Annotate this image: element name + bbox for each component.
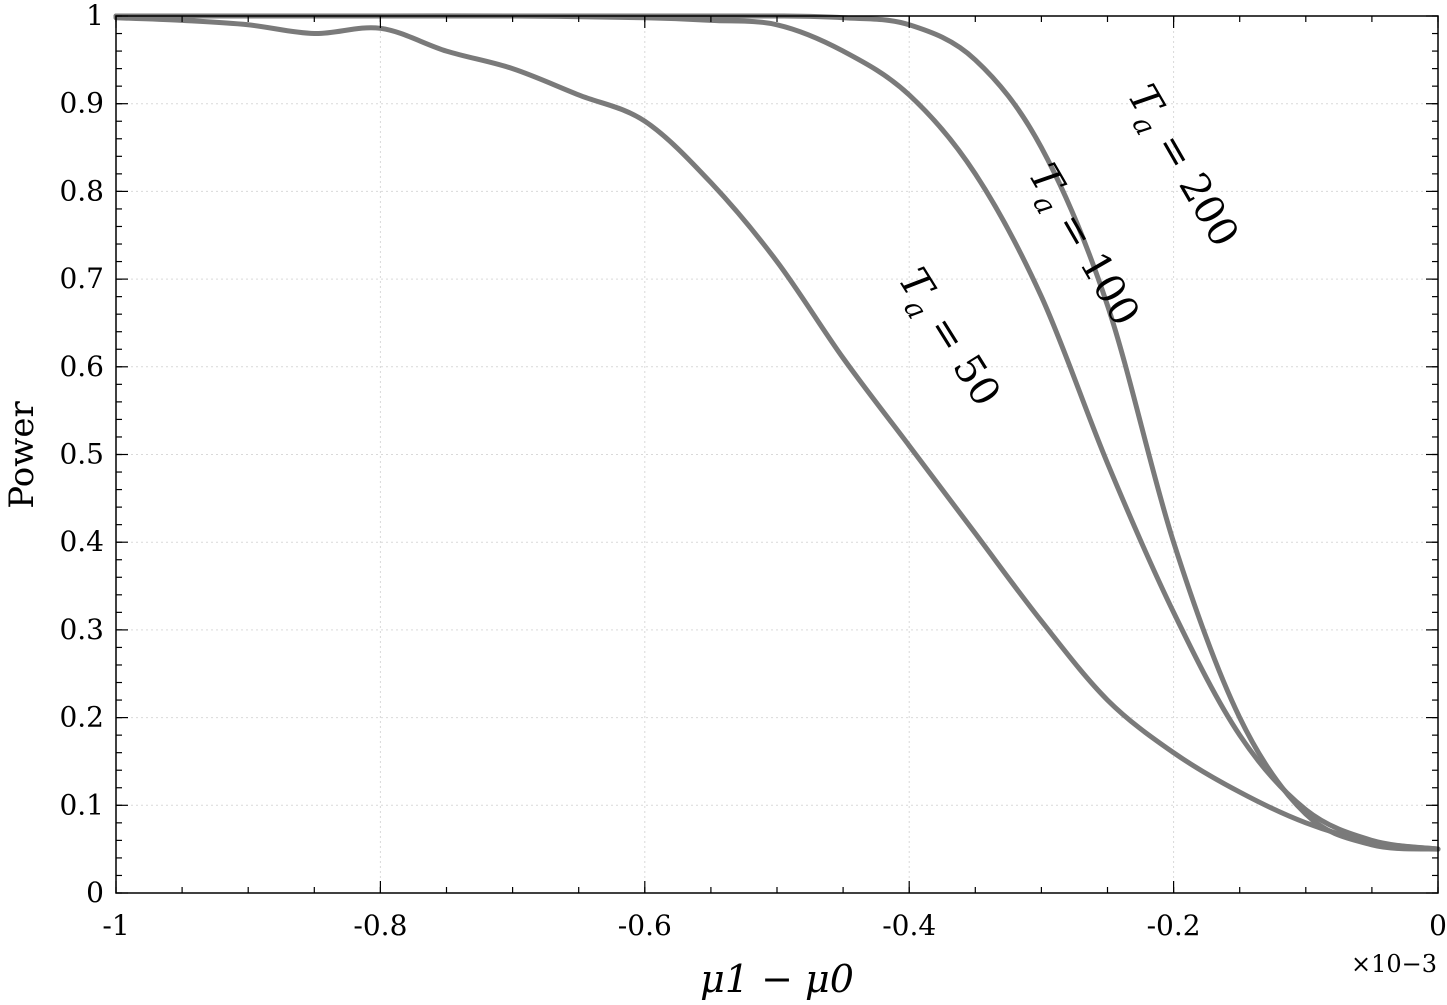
y-tick-label: 0.6 <box>59 350 104 383</box>
y-tick-label: 0.2 <box>59 701 104 734</box>
series-line-1 <box>113 13 1441 852</box>
x-tick-label: -0.8 <box>353 909 407 942</box>
curve-label-0: Ta = 50 <box>883 260 1009 418</box>
y-tick-label: 0.5 <box>59 438 104 471</box>
curve-label-1: Ta = 100 <box>1013 156 1148 337</box>
y-tick-label: 1 <box>86 0 104 32</box>
y-tick-label: 0.1 <box>59 788 104 821</box>
series-line-0 <box>113 15 1441 852</box>
series-line-2 <box>113 13 1441 852</box>
x-tick-label: -1 <box>102 909 129 942</box>
y-tick-label: 0.8 <box>59 174 104 207</box>
y-tick-label: 0.4 <box>59 525 104 558</box>
axis-ticks <box>115 15 1439 894</box>
series-lines <box>113 13 1441 852</box>
y-tick-labels: 0 0.1 0.2 0.3 0.4 0.5 0.6 0.7 0.8 0.9 1 <box>59 0 104 909</box>
y-tick-label: 0.3 <box>59 613 104 646</box>
x-tick-label: -0.2 <box>1147 909 1201 942</box>
x-tick-label: 0 <box>1429 909 1447 942</box>
y-tick-label: 0.7 <box>59 262 104 295</box>
x-axis-multiplier: ×10−3 <box>1351 950 1437 978</box>
y-tick-label: 0.9 <box>59 87 104 120</box>
x-tick-label: -0.6 <box>618 909 672 942</box>
x-tick-label: -0.4 <box>882 909 936 942</box>
grid <box>115 15 1439 894</box>
x-axis-title: μ1 − μ0 <box>700 957 854 1001</box>
x-tick-labels: -1 -0.8 -0.6 -0.4 -0.2 0 <box>102 909 1447 942</box>
y-tick-label: 0 <box>86 876 104 909</box>
y-axis-title: Power <box>2 401 42 509</box>
